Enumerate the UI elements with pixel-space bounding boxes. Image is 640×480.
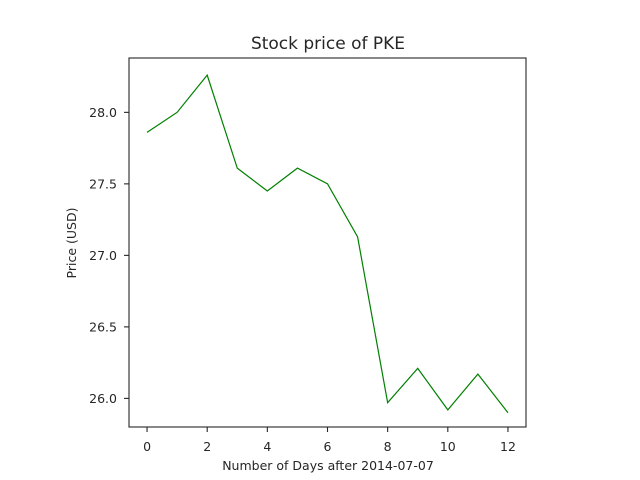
y-axis-ticks: 26.0 26.5 27.0 27.5 28.0 [89, 105, 129, 406]
plot-area [128, 57, 527, 428]
chart-title: Stock price of PKE [251, 34, 405, 54]
y-axis-label: Price (USD) [64, 208, 79, 279]
x-tick-label: 2 [203, 439, 211, 454]
x-tick-label: 10 [440, 439, 456, 454]
y-tick-label: 27.0 [89, 248, 117, 263]
x-tick-label: 4 [263, 439, 271, 454]
x-tick-label: 6 [324, 439, 332, 454]
y-tick-label: 27.5 [89, 176, 117, 191]
series-line [146, 73, 509, 414]
x-axis-ticks: 0 2 4 6 8 10 12 [143, 427, 516, 454]
x-axis-label: Number of Days after 2014-07-07 [222, 458, 434, 473]
x-tick-label: 8 [384, 439, 392, 454]
y-tick-label: 26.0 [89, 391, 117, 406]
x-tick-label: 0 [143, 439, 151, 454]
x-tick-label: 12 [500, 439, 516, 454]
plot-frame [128, 57, 527, 428]
y-tick-label: 26.5 [89, 319, 117, 334]
y-tick-label: 28.0 [89, 105, 117, 120]
series-layer [146, 73, 509, 414]
